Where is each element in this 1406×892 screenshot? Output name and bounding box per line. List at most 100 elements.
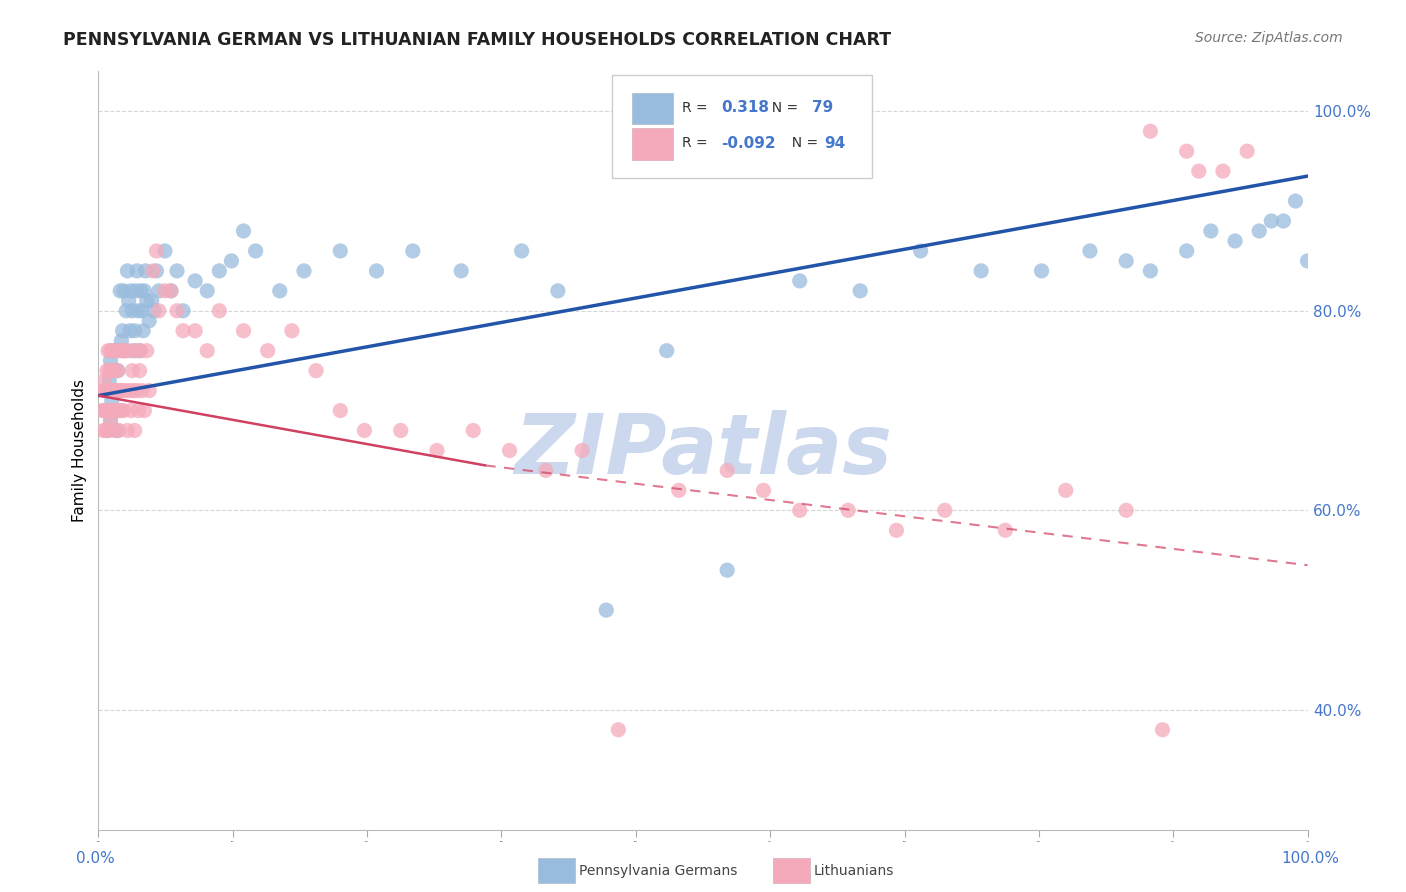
Point (100, 343, 122, 358)
Point (111, 384, 134, 398)
Point (547, 284, 569, 298)
Text: N =: N = (783, 136, 823, 151)
Text: R =: R = (682, 136, 713, 151)
Point (131, 303, 153, 318)
Point (111, 343, 134, 358)
Point (108, 384, 131, 398)
Point (103, 403, 125, 417)
Point (100, 353, 122, 368)
Point (124, 424, 146, 438)
Point (366, 264, 388, 278)
Point (716, 563, 738, 577)
Point (93, 403, 115, 417)
FancyBboxPatch shape (631, 128, 672, 160)
Point (131, 384, 153, 398)
Point (118, 343, 141, 358)
Point (1284, 194, 1306, 208)
Point (245, 244, 267, 258)
Point (595, 603, 617, 617)
Point (1223, 234, 1246, 248)
Point (195, 284, 218, 298)
Point (184, 274, 207, 288)
Point (148, 303, 170, 318)
Point (101, 384, 124, 398)
Point (402, 244, 425, 258)
Point (108, 284, 131, 298)
Point (97, 424, 120, 438)
Point (1272, 214, 1295, 228)
Point (195, 343, 218, 358)
Point (98, 403, 121, 417)
Point (256, 343, 278, 358)
Point (534, 463, 557, 477)
Point (1260, 214, 1282, 228)
Point (100, 403, 122, 417)
Point (1249, 224, 1271, 238)
Point (145, 244, 167, 258)
Point (510, 244, 533, 258)
Point (107, 364, 129, 378)
Point (1078, 244, 1101, 258)
Point (129, 343, 152, 358)
Point (105, 343, 128, 358)
Point (91, 384, 114, 398)
Point (153, 284, 176, 298)
Point (1152, 723, 1174, 737)
Point (121, 303, 143, 318)
Point (108, 403, 131, 417)
Point (128, 343, 150, 358)
Point (98, 374, 121, 388)
Point (107, 403, 129, 417)
Point (122, 384, 145, 398)
Point (100, 384, 122, 398)
Point (127, 384, 149, 398)
Point (135, 343, 157, 358)
Point (292, 264, 315, 278)
Point (389, 424, 412, 438)
Point (108, 384, 131, 398)
Point (752, 483, 775, 498)
Point (97, 384, 120, 398)
Point (1236, 144, 1258, 158)
Point (134, 284, 156, 298)
Point (105, 424, 128, 438)
Point (124, 324, 146, 338)
Point (98, 364, 121, 378)
Point (97, 343, 120, 358)
Point (886, 523, 908, 537)
Point (96, 384, 118, 398)
Point (94, 384, 117, 398)
Point (970, 264, 993, 278)
Point (96, 364, 118, 378)
Point (1115, 254, 1137, 268)
Point (910, 244, 932, 258)
Point (1054, 483, 1077, 498)
Point (160, 284, 183, 298)
Point (934, 503, 956, 517)
Point (125, 343, 148, 358)
Point (121, 364, 143, 378)
Point (135, 293, 157, 308)
Point (105, 384, 128, 398)
Point (104, 384, 127, 398)
Point (120, 403, 142, 417)
Point (108, 343, 131, 358)
Point (166, 303, 188, 318)
Point (1175, 244, 1198, 258)
Point (112, 284, 135, 298)
Point (172, 303, 194, 318)
Point (1175, 144, 1198, 158)
Text: Source: ZipAtlas.com: Source: ZipAtlas.com (1195, 31, 1343, 45)
Point (100, 393, 122, 408)
FancyBboxPatch shape (631, 93, 672, 125)
Point (94, 424, 117, 438)
FancyBboxPatch shape (613, 75, 872, 178)
Point (789, 503, 811, 517)
Point (110, 403, 132, 417)
Text: Pennsylvania Germans: Pennsylvania Germans (579, 863, 738, 878)
Point (128, 364, 150, 378)
Point (426, 443, 449, 458)
Text: 100.0%: 100.0% (1281, 852, 1340, 866)
Text: Lithuanians: Lithuanians (814, 863, 894, 878)
Point (716, 463, 738, 477)
